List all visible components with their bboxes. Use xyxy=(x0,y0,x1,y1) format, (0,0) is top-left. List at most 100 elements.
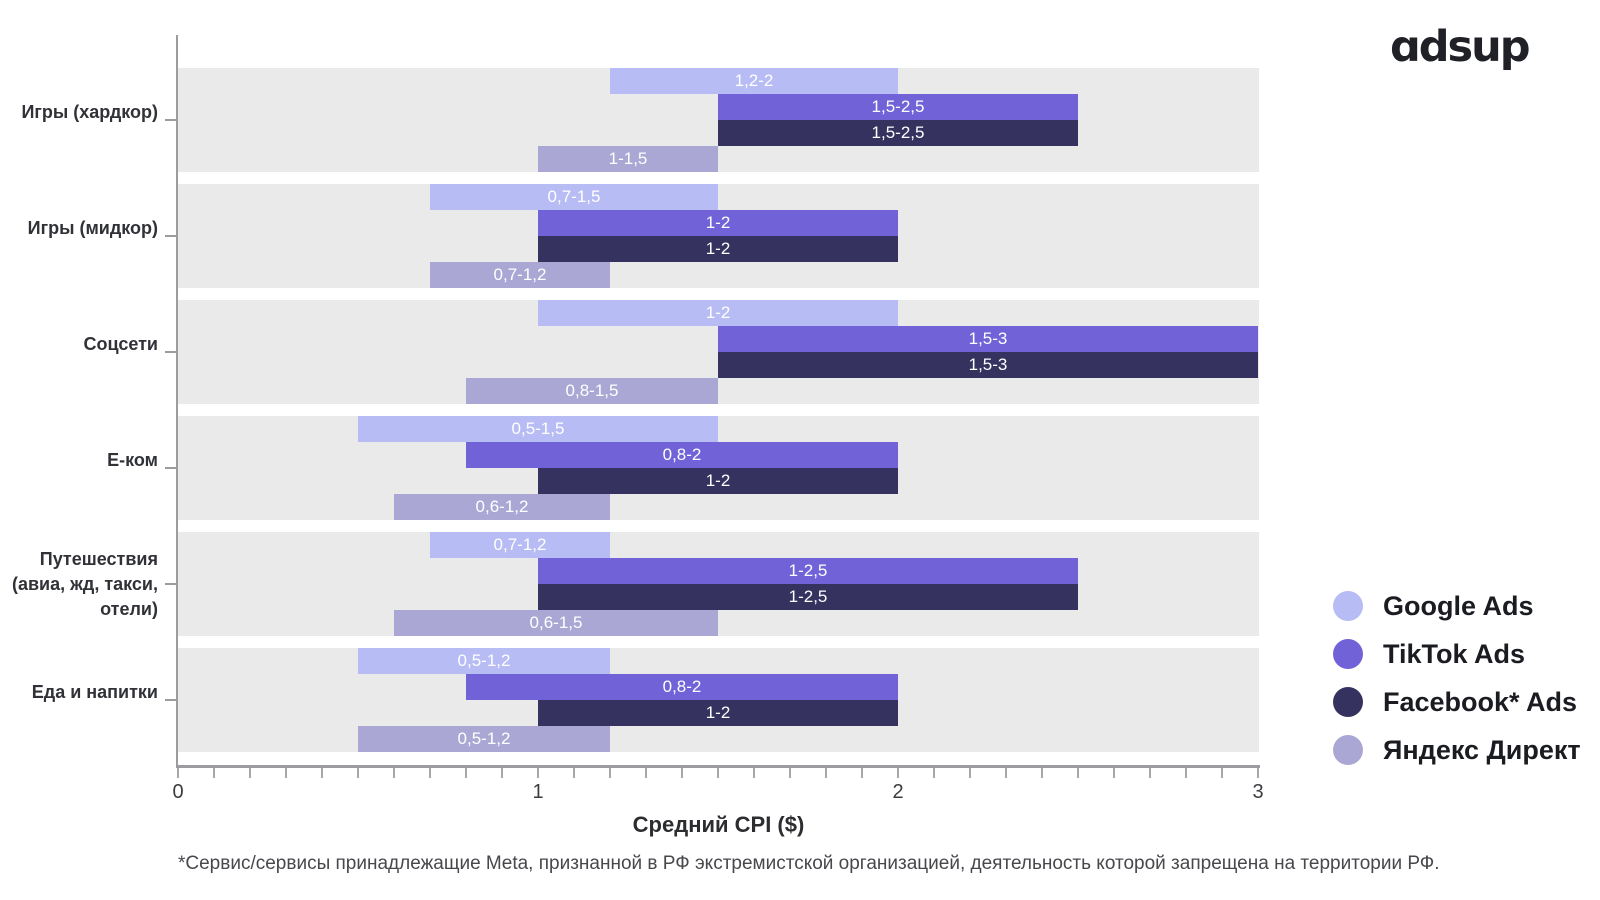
x-axis-tick xyxy=(501,768,503,778)
legend-marker-facebook-ads xyxy=(1333,687,1363,717)
x-axis-tick xyxy=(465,768,467,778)
bar-value-label: 0,7-1,2 xyxy=(493,265,547,284)
x-axis-tick xyxy=(645,768,647,778)
bar-value-label: 0,8-1,5 xyxy=(565,381,619,400)
bar-value-label: 1-2 xyxy=(705,303,731,322)
legend-marker-yandex-direct xyxy=(1333,735,1363,765)
bar-tiktok-ads: 1-2,5 xyxy=(538,558,1078,584)
bar-google-ads: 1,2-2 xyxy=(610,68,898,94)
bar-google-ads: 0,5-1,2 xyxy=(358,648,610,674)
x-axis-tick xyxy=(393,768,395,778)
x-axis-tick xyxy=(1005,768,1007,778)
bar-google-ads: 0,5-1,5 xyxy=(358,416,718,442)
y-axis-line xyxy=(176,35,178,766)
bar-yandex-direct: 0,8-1,5 xyxy=(466,378,718,404)
bar-facebook-ads: 1,5-3 xyxy=(718,352,1258,378)
bar-tiktok-ads: 1,5-3 xyxy=(718,326,1258,352)
legend-marker-tiktok-ads xyxy=(1333,639,1363,669)
bar-value-label: 1-2 xyxy=(705,471,731,490)
bar-yandex-direct: 0,7-1,2 xyxy=(430,262,610,288)
bar-value-label: 0,6-1,2 xyxy=(475,497,529,516)
bar-value-label: 1-2,5 xyxy=(788,587,828,606)
category-label: Путешествия (авиа, жд, такси, отели) xyxy=(11,548,158,619)
bar-value-label: 1,5-2,5 xyxy=(871,97,925,116)
x-axis-tick xyxy=(1113,768,1115,778)
category-label: Игры (мидкор) xyxy=(27,217,158,238)
x-axis-tick xyxy=(789,768,791,778)
bar-facebook-ads: 1-2 xyxy=(538,468,898,494)
x-axis-tick xyxy=(1149,768,1151,778)
bar-yandex-direct: 0,5-1,2 xyxy=(358,726,610,752)
bar-google-ads: 0,7-1,5 xyxy=(430,184,718,210)
bar-value-label: 1,5-3 xyxy=(968,355,1008,374)
x-axis-tick xyxy=(573,768,575,778)
meta-disclaimer: *Сервис/сервисы принадлежащие Meta, приз… xyxy=(178,853,1440,874)
x-axis-tick xyxy=(861,768,863,778)
bar-tiktok-ads: 0,8-2 xyxy=(466,674,898,700)
x-axis-tick xyxy=(1077,768,1079,778)
x-axis-title: Средний CPI ($) xyxy=(632,812,805,837)
bar-tiktok-ads: 0,8-2 xyxy=(466,442,898,468)
legend-item-facebook-ads: Facebook* Ads xyxy=(1333,678,1577,726)
category-label: Е-ком xyxy=(107,449,158,470)
bar-facebook-ads: 1,5-2,5 xyxy=(718,120,1078,146)
bar-yandex-direct: 0,6-1,5 xyxy=(394,610,718,636)
x-axis-tick xyxy=(429,768,431,778)
x-axis-tick xyxy=(177,768,179,778)
bar-value-label: 1-2 xyxy=(705,703,731,722)
legend-item-google-ads: Google Ads xyxy=(1333,582,1534,630)
bar-value-label: 0,8-2 xyxy=(662,677,702,696)
x-axis-tick xyxy=(249,768,251,778)
bar-google-ads: 0,7-1,2 xyxy=(430,532,610,558)
x-axis-tick-label: 1 xyxy=(532,781,544,803)
x-axis-tick xyxy=(609,768,611,778)
bar-value-label: 0,7-1,5 xyxy=(547,187,601,206)
bar-value-label: 0,7-1,2 xyxy=(493,535,547,554)
x-axis-tick xyxy=(537,768,539,778)
x-axis-tick xyxy=(1257,768,1259,778)
x-axis-line xyxy=(176,765,1260,768)
bar-tiktok-ads: 1-2 xyxy=(538,210,898,236)
legend-label: Google Ads xyxy=(1383,590,1534,621)
bar-facebook-ads: 1-2 xyxy=(538,700,898,726)
x-axis-tick-label: 3 xyxy=(1252,781,1264,803)
x-axis-tick xyxy=(753,768,755,778)
bar-value-label: 1,5-3 xyxy=(968,329,1008,348)
x-axis-tick xyxy=(969,768,971,778)
legend-item-tiktok-ads: TikTok Ads xyxy=(1333,630,1525,678)
bar-facebook-ads: 1-2,5 xyxy=(538,584,1078,610)
legend-label: Яндекс Директ xyxy=(1383,734,1581,765)
x-axis-tick xyxy=(1221,768,1223,778)
x-axis-tick xyxy=(1041,768,1043,778)
adsup-logo: ɑdsup xyxy=(1390,22,1531,72)
bar-yandex-direct: 0,6-1,2 xyxy=(394,494,610,520)
x-axis-tick xyxy=(717,768,719,778)
category-label: Соцсети xyxy=(83,333,159,354)
x-axis-tick xyxy=(213,768,215,778)
category-tick-mark xyxy=(165,119,177,121)
x-axis-tick xyxy=(825,768,827,778)
bar-value-label: 0,5-1,5 xyxy=(511,419,565,438)
category-tick-mark xyxy=(165,699,177,701)
bar-value-label: 1-2 xyxy=(705,239,731,258)
category-tick-mark xyxy=(165,583,177,585)
legend-label: TikTok Ads xyxy=(1383,638,1526,669)
category-label: Игры (хардкор) xyxy=(21,101,158,122)
bar-value-label: 0,6-1,5 xyxy=(529,613,583,632)
legend-label: Facebook* Ads xyxy=(1383,686,1578,717)
x-axis-tick xyxy=(321,768,323,778)
bar-value-label: 0,5-1,2 xyxy=(457,651,511,670)
x-axis-tick xyxy=(285,768,287,778)
bar-value-label: 1-1,5 xyxy=(608,149,648,168)
bar-yandex-direct: 1-1,5 xyxy=(538,146,718,172)
bar-value-label: 0,8-2 xyxy=(662,445,702,464)
bar-value-label: 1-2 xyxy=(705,213,731,232)
x-axis-tick xyxy=(933,768,935,778)
x-axis-tick xyxy=(1185,768,1187,778)
bar-value-label: 0,5-1,2 xyxy=(457,729,511,748)
bar-value-label: 1,5-2,5 xyxy=(871,123,925,142)
x-axis-tick xyxy=(357,768,359,778)
x-axis-tick xyxy=(681,768,683,778)
bar-value-label: 1-2,5 xyxy=(788,561,828,580)
